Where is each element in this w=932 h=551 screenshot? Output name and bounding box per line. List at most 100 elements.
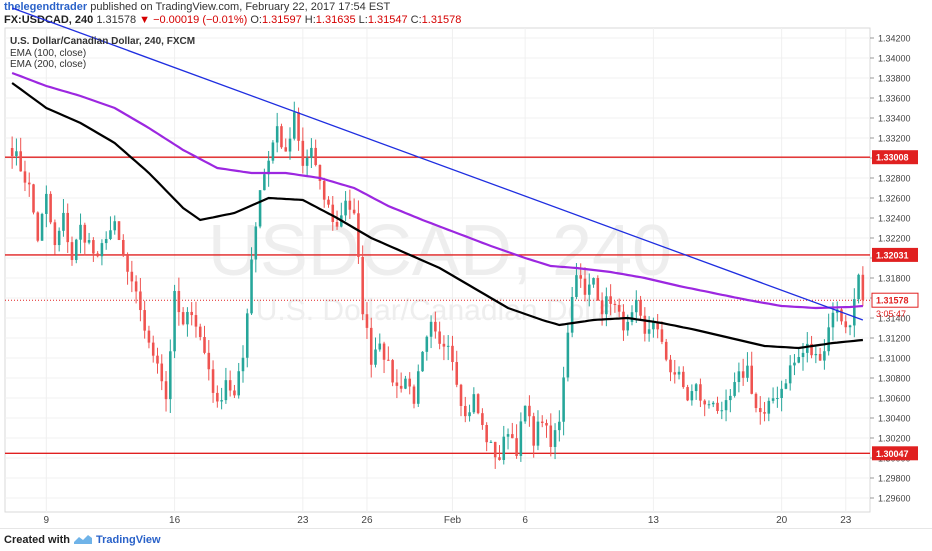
candle-body xyxy=(156,355,159,364)
candle-body xyxy=(635,300,638,313)
candle-body xyxy=(562,377,565,422)
price-tick-label: 1.34200 xyxy=(878,34,911,44)
price-tick-label: 1.33600 xyxy=(878,94,911,104)
candle-body xyxy=(49,193,52,223)
candle-body xyxy=(660,329,664,342)
low-label: L: xyxy=(358,14,368,26)
candle-body xyxy=(793,362,796,366)
time-tick-label: 13 xyxy=(648,515,660,526)
candle-body xyxy=(378,343,382,350)
candle-body xyxy=(690,391,694,401)
candle-body xyxy=(545,422,548,426)
time-axis[interactable]: 9 16 23 26 Feb 6 13 20 23 xyxy=(44,515,852,526)
candle-body xyxy=(553,430,557,447)
candle-body xyxy=(15,151,18,156)
candle-body xyxy=(767,400,771,414)
candle-body xyxy=(587,284,591,295)
candle-body xyxy=(87,240,91,243)
candle-body xyxy=(502,436,506,461)
candle-body xyxy=(493,441,497,458)
candle-body xyxy=(186,311,189,325)
candle-body xyxy=(228,380,232,391)
legend-title: U.S. Dollar/Canadian Dollar, 240, FXCM xyxy=(10,36,195,47)
last-price-text: 1.31578 xyxy=(96,14,137,26)
candle-body xyxy=(207,352,211,370)
candle-body xyxy=(699,384,702,401)
price-axis[interactable]: 1.296001.298001.300001.302001.304001.306… xyxy=(870,34,919,504)
candle-body xyxy=(258,190,262,227)
publish-info: thelegendtrader published on TradingView… xyxy=(4,1,390,14)
price-chart[interactable]: USDCAD, 240 U.S. Dollar/Canadian Dollar … xyxy=(0,0,932,528)
candle-body xyxy=(173,291,176,352)
candle-body xyxy=(335,221,339,227)
price-tick-label: 1.31200 xyxy=(878,334,911,344)
author-link[interactable]: thelegendtrader xyxy=(4,1,88,13)
candle-body xyxy=(652,322,655,330)
candle-body xyxy=(810,343,813,356)
time-tick-label: 16 xyxy=(169,515,181,526)
candle-body xyxy=(10,147,14,156)
candle-body xyxy=(861,274,865,301)
time-tick-label: 23 xyxy=(297,515,309,526)
candle-body xyxy=(408,378,411,387)
level-price-label: 1.32031 xyxy=(876,250,909,260)
candle-body xyxy=(609,296,612,304)
candle-body xyxy=(472,394,476,413)
candle-body xyxy=(720,410,724,412)
candle-body xyxy=(523,405,527,422)
price-tick-label: 1.32200 xyxy=(878,234,911,244)
candle-body xyxy=(694,384,698,392)
price-tick-label: 1.30400 xyxy=(878,414,911,424)
candle-body xyxy=(639,300,642,316)
price-tick-label: 1.33400 xyxy=(878,114,911,124)
candle-body xyxy=(613,303,617,305)
candle-body xyxy=(318,164,322,181)
candle-body xyxy=(305,157,309,166)
candle-body xyxy=(575,275,578,297)
time-tick-label: 23 xyxy=(840,515,852,526)
candle-body xyxy=(391,360,394,383)
candle-body xyxy=(605,296,608,315)
candle-body xyxy=(220,400,223,402)
candle-body xyxy=(310,147,313,158)
time-tick-label: 26 xyxy=(361,515,373,526)
candle-body xyxy=(596,278,600,301)
candle-body xyxy=(280,126,283,148)
candle-body xyxy=(711,402,715,405)
candle-body xyxy=(53,222,57,246)
tradingview-brand[interactable]: TradingView xyxy=(96,534,161,546)
candle-body xyxy=(83,224,87,243)
watermark-symbol: USDCAD, 240 xyxy=(208,211,672,291)
candles xyxy=(10,101,865,469)
candle-body xyxy=(741,371,745,378)
level-price-label: 1.30047 xyxy=(876,449,909,459)
candle-body xyxy=(425,336,429,352)
candle-body xyxy=(442,343,446,347)
candle-body xyxy=(27,182,31,185)
candle-body xyxy=(117,221,121,240)
candle-body xyxy=(387,359,390,361)
candle-body xyxy=(673,372,677,375)
candle-body xyxy=(853,299,856,326)
candle-body xyxy=(74,239,78,261)
candle-body xyxy=(455,362,459,385)
price-tick-label: 1.30600 xyxy=(878,394,911,404)
candle-body xyxy=(716,402,719,412)
candle-body xyxy=(780,388,783,399)
last-price-label: 1.31578 xyxy=(876,296,909,306)
candle-body xyxy=(293,112,296,139)
candle-body xyxy=(297,112,300,141)
candle-body xyxy=(267,160,270,175)
candle-body xyxy=(754,393,758,409)
time-tick-label: 9 xyxy=(44,515,50,526)
candle-body xyxy=(369,327,373,365)
low-value: 1.31547 xyxy=(367,14,408,26)
candle-body xyxy=(566,332,570,378)
candle-body xyxy=(806,343,809,353)
candle-body xyxy=(322,180,326,200)
candle-body xyxy=(630,312,634,322)
candle-body xyxy=(827,327,830,352)
candle-body xyxy=(104,239,108,244)
candle-body xyxy=(92,240,95,254)
candle-body xyxy=(558,421,561,431)
